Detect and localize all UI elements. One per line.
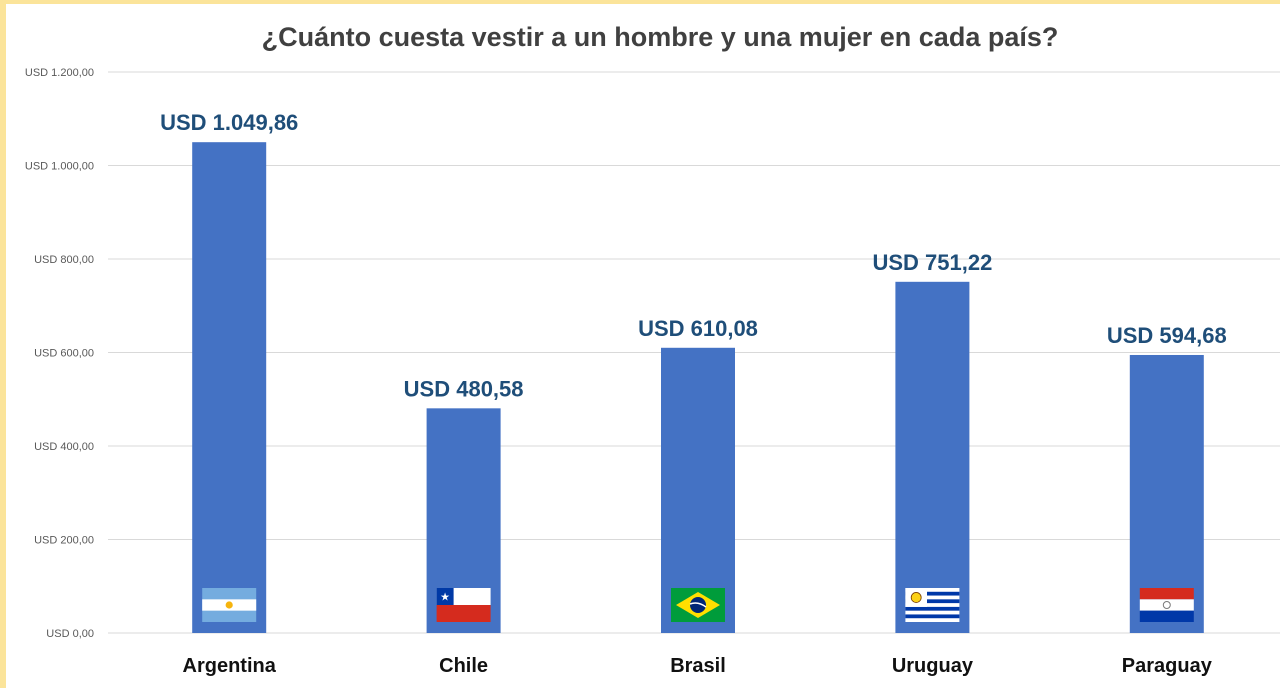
brazil-flag-icon	[671, 588, 725, 622]
uruguay-flag-icon	[905, 588, 960, 622]
chart-title: ¿Cuánto cuesta vestir a un hombre y una …	[262, 22, 1059, 52]
data-labels: USD 1.049,86 USD 480,58 USD 610,08 USD 751,…	[160, 110, 1227, 401]
data-label: USD 610,08	[638, 316, 758, 341]
argentina-flag-icon	[202, 588, 257, 622]
data-label: USD 594,68	[1107, 323, 1227, 348]
paraguay-flag-icon	[1139, 588, 1194, 622]
x-tick-label: Uruguay	[892, 655, 974, 677]
bars	[192, 142, 1204, 634]
y-tick-label: USD 0,00	[46, 628, 94, 640]
data-label: USD 751,22	[872, 250, 992, 275]
chile-flag-icon: ★	[436, 588, 491, 622]
y-tick-label: USD 400,00	[34, 441, 94, 453]
y-tick-label: USD 1.200,00	[25, 67, 94, 79]
x-tick-label: Brasil	[670, 655, 726, 677]
y-tick-label: USD 200,00	[34, 535, 94, 547]
bar-paraguay	[1129, 354, 1204, 633]
y-tick-label: USD 1.000,00	[25, 161, 94, 173]
y-tick-label: USD 800,00	[34, 254, 94, 266]
flags: ★	[202, 588, 1194, 622]
x-tick-label: Paraguay	[1122, 655, 1213, 677]
x-tick-label: Argentina	[183, 655, 277, 677]
bar-uruguay	[895, 281, 970, 633]
data-label: USD 480,58	[404, 376, 524, 401]
bar-brasil	[661, 347, 735, 633]
y-axis-tick-labels: USD 0,00 USD 200,00 USD 400,00 USD 600,00 US…	[25, 67, 94, 640]
svg-text:★: ★	[440, 592, 450, 604]
data-label: USD 1.049,86	[160, 110, 298, 135]
x-axis-tick-labels: Argentina Chile Brasil Uruguay Paraguay	[183, 655, 1213, 677]
x-tick-label: Chile	[439, 655, 488, 677]
bar-argentina	[192, 142, 267, 634]
y-tick-label: USD 600,00	[34, 348, 94, 360]
